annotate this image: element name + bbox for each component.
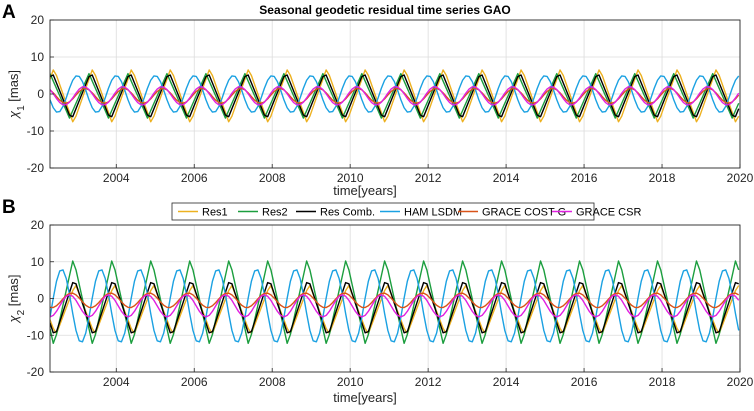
y-tick-label: -20 [27, 365, 45, 379]
series-line-grace-csr [50, 294, 740, 318]
legend-label: Res1 [202, 207, 228, 219]
x-tick-label: 2008 [259, 171, 286, 185]
y-tick-label: -10 [27, 328, 45, 342]
series-line-grace-cost-g [50, 87, 740, 104]
x-tick-label: 2010 [337, 171, 364, 185]
y-axis-label: χ2 [mas] [6, 274, 27, 323]
panel-a-label: A [2, 2, 16, 23]
y-axis-label: χ1 [mas] [6, 70, 27, 119]
legend-label: HAM LSDM [404, 207, 462, 219]
legend-label: Res Comb. [320, 207, 375, 219]
x-tick-label: 2018 [649, 375, 676, 389]
x-tick-label: 2010 [337, 375, 364, 389]
legend: Res1 Res2 Res Comb. HAM LSDM GRACE COST G GRA… [171, 202, 641, 221]
x-tick-label: 2016 [571, 171, 598, 185]
x-axis-label: time[years] [333, 183, 397, 198]
series-line-ham-lsdm [50, 75, 740, 113]
x-tick-label: 2008 [259, 375, 286, 389]
series-line-res1 [50, 69, 740, 123]
x-tick-label: 2006 [181, 171, 208, 185]
series-group [50, 69, 740, 123]
x-tick-label: 2004 [103, 375, 130, 389]
x-tick-label: 2014 [493, 171, 520, 185]
x-tick-label: 2012 [415, 171, 442, 185]
x-tick-label: 2016 [571, 375, 598, 389]
series-group [50, 260, 740, 345]
x-tick-label: 2006 [181, 375, 208, 389]
y-tick-label: 20 [31, 218, 45, 232]
series-line-grace-cost-g [50, 292, 740, 309]
x-tick-label: 2004 [103, 171, 130, 185]
series-line-ham-lsdm [50, 269, 740, 343]
chart-panel-b: 2004 2006 2008 2010 2012 2014 2016 2018 2020-20-… [6, 218, 754, 405]
series-line-grace-csr [50, 86, 740, 106]
panel-b-label: B [2, 197, 16, 218]
series-line-res-comb [50, 74, 740, 118]
legend-label: GRACE COST G [482, 207, 566, 219]
y-tick-label: 10 [31, 50, 45, 64]
legend-label: GRACE CSR [576, 207, 641, 219]
x-tick-label: 2012 [415, 375, 442, 389]
y-tick-label: -10 [27, 124, 45, 138]
y-tick-label: -20 [27, 161, 45, 175]
y-tick-label: 0 [37, 292, 44, 306]
x-tick-label: 2020 [727, 171, 754, 185]
series-line-res2 [50, 260, 740, 345]
x-tick-label: 2018 [649, 171, 676, 185]
y-tick-label: 20 [31, 13, 45, 27]
y-tick-label: 0 [37, 87, 44, 101]
x-tick-label: 2020 [727, 375, 754, 389]
chart-title: Seasonal geodetic residual time series G… [259, 3, 510, 17]
y-tick-label: 10 [31, 255, 45, 269]
legend-label: Res2 [262, 207, 288, 219]
chart-panel-a: 2004 2006 2008 2010 2012 2014 2016 2018 2020-20-… [6, 3, 754, 198]
x-tick-label: 2014 [493, 375, 520, 389]
x-axis-label: time[years] [333, 390, 397, 405]
